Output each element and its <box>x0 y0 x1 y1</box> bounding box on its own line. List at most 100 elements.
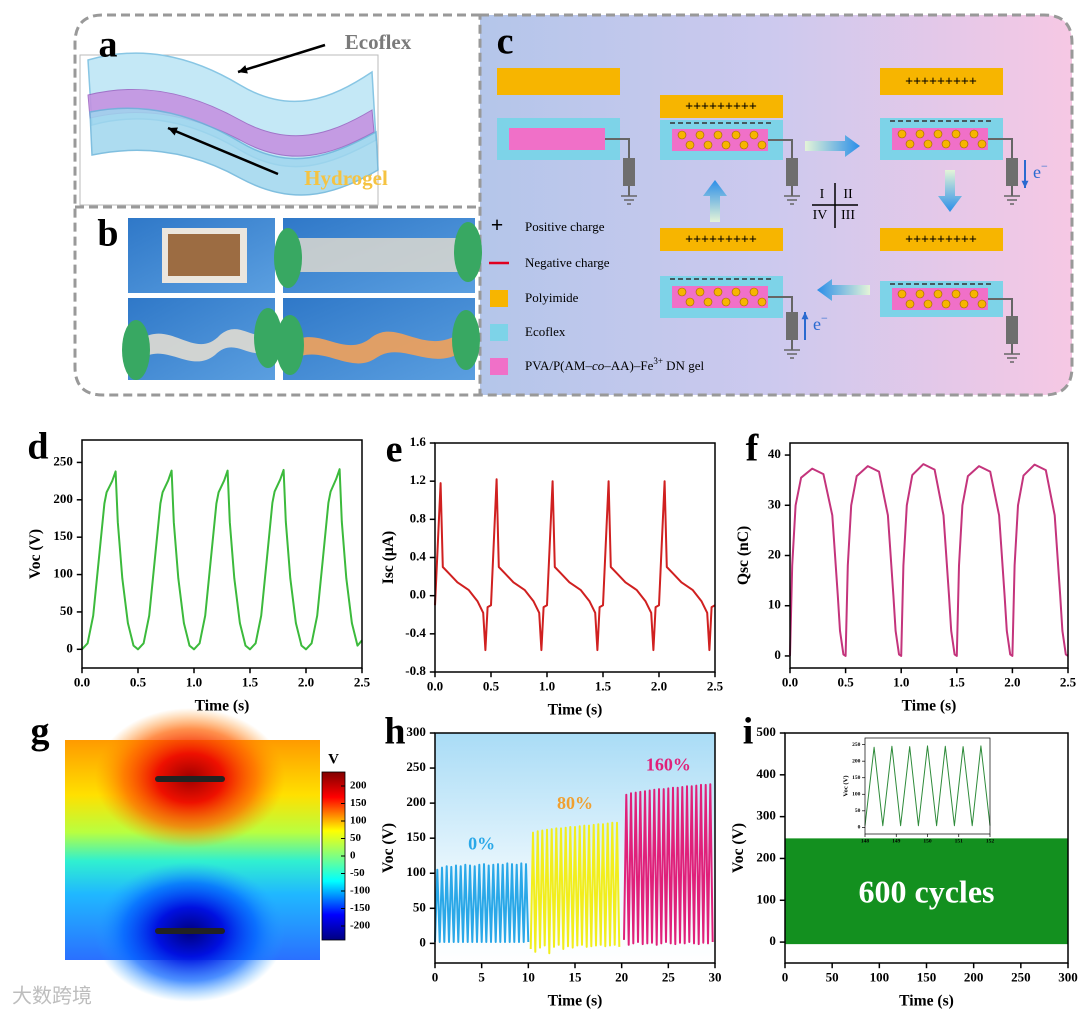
y-axis-title: Voc (V) <box>842 775 849 796</box>
data-line <box>529 821 621 955</box>
resistor <box>623 158 635 186</box>
x-tick-label: 30 <box>709 970 722 985</box>
label-hydrogel: Hydrogel <box>304 166 388 190</box>
ion <box>897 129 907 139</box>
electron-symbol: e <box>813 314 821 334</box>
y-tick-label: 1.6 <box>410 434 427 449</box>
panel-label: f <box>746 428 760 470</box>
x-tick-label: 152 <box>986 839 995 845</box>
resistor <box>786 158 798 186</box>
arrow-head <box>238 65 248 74</box>
y-tick-label: 1.2 <box>410 472 426 487</box>
y-tick-label: 300 <box>406 724 426 739</box>
colorbar-tick-label: 0 <box>350 850 356 862</box>
x-tick-label: 0 <box>432 970 439 985</box>
twisted-sample <box>292 331 462 364</box>
y-tick-label: 0.8 <box>410 510 427 525</box>
y-tick-label: 100 <box>406 864 426 879</box>
signal-band <box>785 838 1068 945</box>
x-tick-label: 2.5 <box>1060 675 1077 690</box>
colorbar-tick-label: 50 <box>350 832 362 844</box>
quadrant-label: II <box>843 187 853 202</box>
x-tick-label: 148 <box>861 839 870 845</box>
electron-charge: − <box>1041 159 1048 173</box>
panel-label: i <box>743 711 754 753</box>
wire <box>605 138 630 158</box>
y-tick-label: 0 <box>66 640 73 655</box>
y-tick-label: 40 <box>768 446 781 461</box>
wire <box>988 298 1013 316</box>
electrode <box>155 776 225 782</box>
ion <box>713 130 723 140</box>
electron-label: e− <box>1033 159 1048 182</box>
ion <box>757 297 767 307</box>
colorbar-tick-label: -50 <box>350 867 365 879</box>
x-tick-label: 5 <box>478 970 485 985</box>
x-tick-label: 149 <box>892 839 901 845</box>
y-tick-label: 20 <box>768 546 781 561</box>
colorbar-tick-label: -100 <box>350 885 371 897</box>
colorbar-tick-label: 100 <box>350 815 367 827</box>
watermark: 大数跨境 <box>12 984 92 1008</box>
x-tick-label: 0.0 <box>782 675 798 690</box>
panel-label: c <box>497 21 514 63</box>
x-tick-label: 1.5 <box>595 679 612 694</box>
glove <box>122 320 150 380</box>
ion <box>695 287 705 297</box>
x-tick-label: 15 <box>569 970 583 985</box>
y-tick-label: 300 <box>756 808 776 823</box>
ion <box>923 299 933 309</box>
inset-background <box>865 738 990 834</box>
plot-frame <box>81 439 363 669</box>
y-tick-label: 100 <box>53 566 73 581</box>
arrow-shaft <box>167 126 279 176</box>
x-tick-label: 150 <box>923 839 932 845</box>
ion <box>933 289 943 299</box>
legend-symbol: + <box>491 212 504 237</box>
quadrant-label: IV <box>813 208 828 223</box>
ion <box>685 297 695 307</box>
ion <box>915 129 925 139</box>
glove <box>454 222 482 282</box>
glove <box>274 228 302 288</box>
sample-gel <box>168 234 240 276</box>
x-tick-label: 250 <box>1011 970 1031 985</box>
y-tick-label: 250 <box>53 453 73 468</box>
data-line <box>789 463 1069 657</box>
x-tick-label: 1.0 <box>539 679 555 694</box>
x-tick-label: 0.0 <box>427 679 443 694</box>
plot-frame <box>434 732 716 964</box>
legend-text-part: co <box>592 358 605 373</box>
resistor <box>786 312 798 340</box>
glove <box>452 310 480 370</box>
ion <box>951 289 961 299</box>
y-axis-title: Voc (V) <box>730 823 747 873</box>
arrow-head <box>1021 180 1029 188</box>
x-axis-title: Time (s) <box>548 702 603 719</box>
polyimide <box>660 228 783 251</box>
ion <box>703 140 713 150</box>
ion <box>977 139 987 149</box>
x-tick-label: 2.5 <box>354 675 371 690</box>
electron-symbol: e <box>1033 162 1041 182</box>
electron-label: e− <box>813 311 828 334</box>
y-tick-label: 100 <box>852 792 861 798</box>
x-tick-label: 0 <box>782 970 789 985</box>
resistor <box>1006 158 1018 186</box>
quadrant-label: III <box>841 208 855 223</box>
legend-text: Negative charge <box>525 255 610 270</box>
positive-charges: +++++++++ <box>685 233 757 248</box>
x-tick-label: 2.5 <box>707 679 724 694</box>
y-tick-label: 250 <box>406 759 426 774</box>
glove <box>254 308 282 368</box>
ion <box>749 287 759 297</box>
legend-swatch <box>490 290 508 307</box>
y-tick-label: 0.0 <box>410 587 426 602</box>
ion <box>731 130 741 140</box>
y-axis-title: Qsc (nC) <box>735 526 752 585</box>
plot-frame <box>864 737 991 835</box>
process-arrow <box>805 135 860 157</box>
y-axis-title: Voc (V) <box>27 529 44 579</box>
ion <box>951 129 961 139</box>
